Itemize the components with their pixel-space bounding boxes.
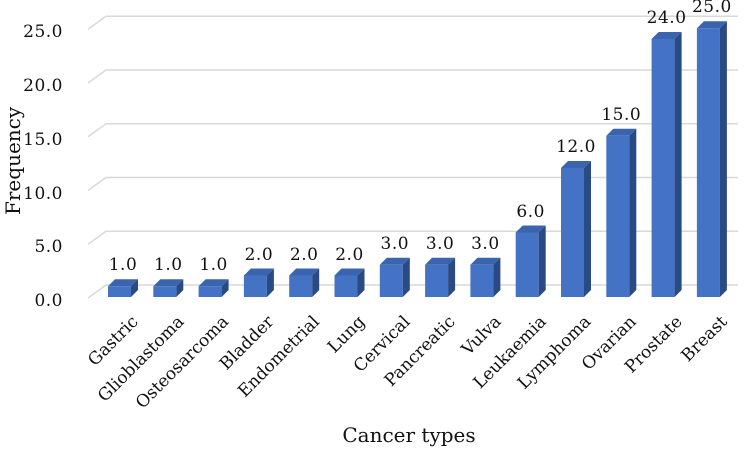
bar-top-face bbox=[198, 279, 229, 287]
bar-top-face bbox=[243, 268, 274, 276]
bar-top-face bbox=[379, 257, 410, 265]
bar-ovarian bbox=[606, 128, 637, 297]
bar-lymphoma bbox=[561, 161, 591, 297]
data-label: 1.0 bbox=[199, 255, 228, 276]
grid-line bbox=[87, 176, 738, 192]
bar-side-face bbox=[629, 128, 637, 297]
grid-line bbox=[87, 123, 738, 138]
bar-top-face bbox=[470, 257, 501, 265]
bar-side-face bbox=[221, 279, 229, 297]
bar-side-face bbox=[176, 279, 184, 297]
bar-glioblastoma bbox=[153, 279, 184, 297]
bar-side-face bbox=[493, 257, 501, 297]
x-axis-title: Cancer types bbox=[342, 423, 476, 447]
data-label: 3.0 bbox=[425, 233, 455, 254]
bar-side-face bbox=[402, 257, 410, 297]
bar-front-face bbox=[108, 286, 131, 297]
bar-cervical bbox=[379, 257, 410, 297]
bar-front-face bbox=[198, 286, 222, 297]
grid-line bbox=[87, 69, 738, 84]
bar-bladder bbox=[243, 268, 274, 297]
data-label: 1.0 bbox=[154, 255, 183, 276]
data-label: 6.0 bbox=[516, 201, 545, 222]
bar-front-face bbox=[651, 39, 675, 297]
bar-top-face bbox=[153, 279, 184, 287]
bar-side-face bbox=[357, 268, 365, 297]
bar-front-face bbox=[243, 275, 267, 297]
bar-front-face bbox=[561, 168, 584, 297]
bar-front-face bbox=[515, 232, 539, 297]
bar-top-face bbox=[108, 279, 138, 287]
bar-top-face bbox=[606, 128, 637, 136]
bar-side-face bbox=[448, 257, 456, 297]
data-label: 2.0 bbox=[289, 244, 319, 265]
grid-line bbox=[87, 15, 738, 30]
data-label: 2.0 bbox=[335, 244, 364, 265]
bar-side-face bbox=[266, 268, 274, 297]
bar-front-face bbox=[606, 135, 630, 297]
bar-side-face bbox=[674, 32, 682, 297]
bar-vulva bbox=[470, 257, 501, 297]
bar-top-face bbox=[515, 225, 546, 233]
bar-front-face bbox=[379, 264, 403, 297]
data-label: 3.0 bbox=[380, 233, 410, 254]
y-tick-label: 0.0 bbox=[34, 291, 63, 311]
bar-top-face bbox=[334, 268, 365, 276]
bar-side-face bbox=[131, 279, 138, 297]
bar-endometrial bbox=[289, 268, 320, 297]
bar-top-face bbox=[696, 21, 727, 29]
bar-gastric bbox=[108, 279, 138, 297]
bar-side-face bbox=[538, 225, 546, 297]
bar-side-face bbox=[584, 161, 591, 297]
y-tick-label: 5.0 bbox=[34, 237, 63, 258]
bar-top-face bbox=[561, 161, 591, 168]
bar-front-face bbox=[153, 286, 177, 297]
bar-osteosarcoma bbox=[198, 279, 229, 297]
bar-top-face bbox=[651, 32, 682, 39]
bar-front-face bbox=[470, 264, 494, 297]
bar-pancreatic bbox=[425, 257, 456, 297]
y-tick-label: 15.0 bbox=[23, 129, 63, 150]
data-label: 24.0 bbox=[646, 8, 687, 28]
bar-breast bbox=[696, 21, 727, 297]
y-tick-label: 25.0 bbox=[23, 22, 63, 43]
bar-side-face bbox=[312, 268, 320, 297]
data-label: 15.0 bbox=[601, 104, 642, 125]
data-label: 12.0 bbox=[556, 137, 596, 157]
bar-front-face bbox=[289, 275, 313, 297]
bar-front-face bbox=[425, 264, 449, 297]
bar-side-face bbox=[719, 21, 727, 297]
data-label: 1.0 bbox=[108, 255, 138, 276]
bar-front-face bbox=[696, 28, 720, 297]
bar-prostate bbox=[651, 32, 682, 297]
data-label: 2.0 bbox=[244, 244, 274, 265]
y-tick-label: 20.0 bbox=[23, 76, 63, 96]
data-label: 3.0 bbox=[471, 233, 500, 254]
bar-leukaemia bbox=[515, 225, 546, 297]
y-tick-label: 10.0 bbox=[23, 183, 63, 204]
bar-front-face bbox=[334, 275, 358, 297]
bar-lung bbox=[334, 268, 365, 297]
data-label: 25.0 bbox=[691, 0, 732, 18]
bar-top-face bbox=[425, 257, 456, 265]
bar-top-face bbox=[289, 268, 320, 276]
grid-line bbox=[87, 284, 738, 299]
